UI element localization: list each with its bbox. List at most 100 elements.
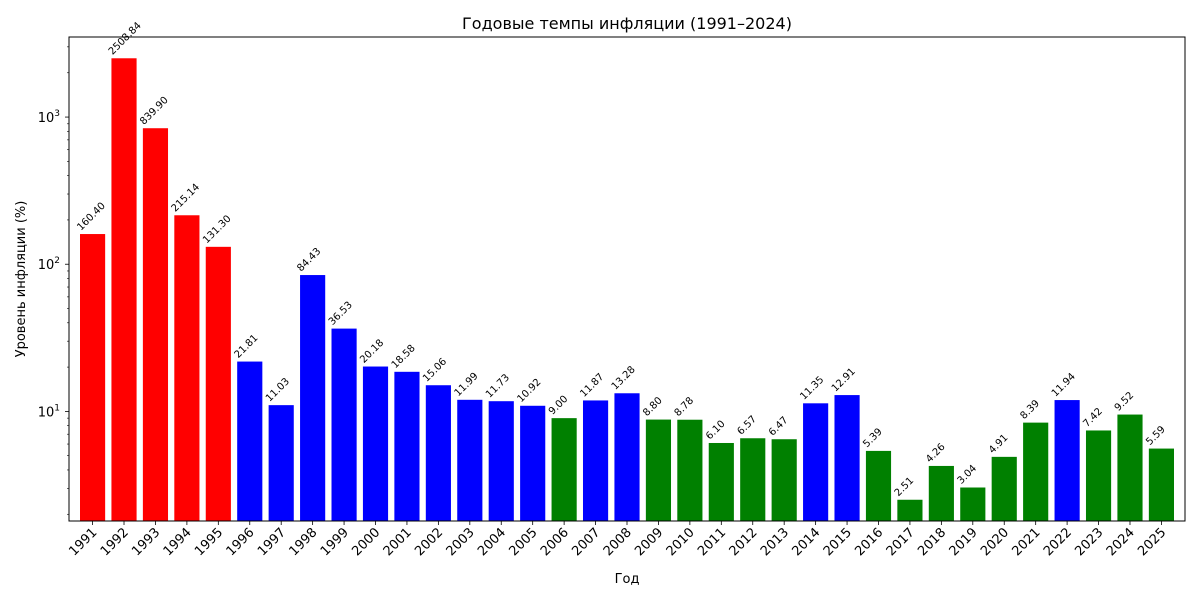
bar-2019 (960, 487, 986, 521)
bar-1992 (111, 58, 137, 521)
value-label-1999: 36.53 (327, 300, 355, 328)
bar-1995 (205, 246, 231, 521)
bar-2004 (488, 401, 514, 521)
bar-2014 (803, 403, 829, 521)
x-tick-label-2025: 2025 (1135, 525, 1169, 559)
bar-1996 (237, 361, 263, 521)
x-tick-label-2023: 2023 (1072, 525, 1106, 559)
x-tick-label-1996: 1996 (224, 525, 258, 559)
bar-2013 (771, 439, 797, 521)
x-tick-label-2018: 2018 (915, 525, 949, 559)
chart-title: Годовые темпы инфляции (1991–2024) (462, 14, 792, 33)
value-label-2018: 4.26 (924, 442, 948, 466)
x-tick-label-2008: 2008 (601, 525, 635, 559)
value-label-2020: 4.91 (987, 432, 1011, 456)
x-tick-label-2012: 2012 (727, 525, 761, 559)
x-tick-label-2014: 2014 (789, 525, 823, 559)
bar-2015 (834, 395, 860, 521)
x-tick-label-1991: 1991 (66, 525, 100, 559)
bar-2012 (740, 438, 766, 521)
value-label-1993: 839.90 (138, 95, 171, 128)
x-tick-label-2011: 2011 (695, 525, 729, 559)
value-label-2001: 18.58 (390, 343, 418, 371)
bar-2024 (1117, 414, 1143, 521)
x-tick-label-2006: 2006 (538, 525, 572, 559)
value-label-1995: 131.30 (201, 213, 234, 246)
x-tick-label-1994: 1994 (161, 525, 195, 559)
bar-2006 (551, 418, 577, 521)
bar-2001 (394, 371, 420, 521)
bar-2021 (1023, 422, 1049, 521)
y-axis-label: Уровень инфляции (%) (14, 201, 29, 358)
value-label-2025: 5.59 (1144, 424, 1168, 448)
value-label-1992: 2508.84 (107, 20, 144, 57)
bar-2023 (1085, 430, 1112, 521)
value-label-1994: 215.14 (170, 182, 203, 215)
x-tick-label-2000: 2000 (349, 525, 383, 559)
value-label-2000: 20.18 (358, 338, 386, 366)
bar-1991 (80, 234, 106, 522)
x-tick-label-1997: 1997 (255, 525, 289, 559)
value-label-2007: 11.87 (578, 372, 606, 400)
bar-2016 (865, 450, 892, 521)
value-label-2006: 9.00 (547, 394, 571, 418)
y-tick-label-100: 102 (38, 256, 60, 273)
x-tick-label-2017: 2017 (884, 525, 918, 559)
x-tick-label-2013: 2013 (758, 525, 792, 559)
x-tick-label-1993: 1993 (129, 525, 163, 559)
x-tick-label-2022: 2022 (1041, 525, 1075, 559)
value-label-2009: 8.80 (641, 395, 665, 419)
x-axis-ticks: 1991199219931994199519961997199819992000… (66, 521, 1169, 559)
value-label-1996: 21.81 (233, 333, 261, 361)
value-label-2002: 15.06 (421, 356, 449, 384)
x-tick-label-1999: 1999 (318, 525, 352, 559)
x-tick-label-1992: 1992 (98, 525, 132, 559)
bar-1998 (300, 275, 326, 521)
bar-2007 (582, 400, 609, 521)
value-label-2015: 12.91 (830, 366, 858, 394)
value-label-2012: 6.57 (736, 414, 760, 438)
value-label-1997: 11.03 (264, 376, 292, 404)
x-tick-label-2020: 2020 (978, 525, 1012, 559)
bar-1994 (174, 215, 200, 521)
plot-frame (68, 36, 1186, 522)
bar-2009 (645, 419, 672, 521)
x-tick-label-2024: 2024 (1104, 525, 1138, 559)
bar-2010 (677, 419, 703, 521)
value-label-1991: 160.40 (75, 201, 108, 234)
x-tick-label-2021: 2021 (1010, 525, 1044, 559)
value-label-2019: 3.04 (956, 463, 980, 487)
value-label-2005: 10.92 (515, 377, 543, 405)
value-label-2017: 2.51 (893, 475, 917, 499)
bar-2008 (614, 393, 640, 521)
x-tick-label-2004: 2004 (475, 525, 509, 559)
value-label-1998: 84.43 (295, 246, 323, 274)
value-label-2021: 8.39 (1018, 398, 1042, 422)
bar-2020 (991, 456, 1017, 521)
x-tick-label-1995: 1995 (192, 525, 226, 559)
bars-group (80, 58, 1174, 522)
x-tick-label-2001: 2001 (381, 525, 415, 559)
bar-2000 (362, 366, 389, 521)
value-label-2010: 8.78 (673, 395, 697, 419)
value-label-2014: 11.35 (798, 374, 826, 402)
value-label-2004: 11.73 (484, 372, 512, 400)
x-tick-label-2002: 2002 (412, 525, 446, 559)
bar-2025 (1148, 448, 1174, 521)
value-label-2016: 5.39 (861, 426, 885, 450)
bar-2022 (1054, 400, 1080, 521)
value-label-2013: 6.47 (767, 415, 791, 439)
bar-2018 (928, 465, 954, 521)
x-tick-label-2003: 2003 (444, 525, 478, 559)
x-tick-label-2015: 2015 (821, 525, 855, 559)
bar-2005 (520, 405, 546, 521)
value-label-2011: 6.10 (704, 419, 728, 443)
bar-2003 (457, 399, 483, 521)
y-tick-label-10: 101 (38, 403, 60, 420)
bar-2011 (708, 442, 734, 521)
x-tick-label-2005: 2005 (507, 525, 541, 559)
x-tick-label-1998: 1998 (286, 525, 320, 559)
value-label-2008: 13.28 (610, 364, 638, 392)
